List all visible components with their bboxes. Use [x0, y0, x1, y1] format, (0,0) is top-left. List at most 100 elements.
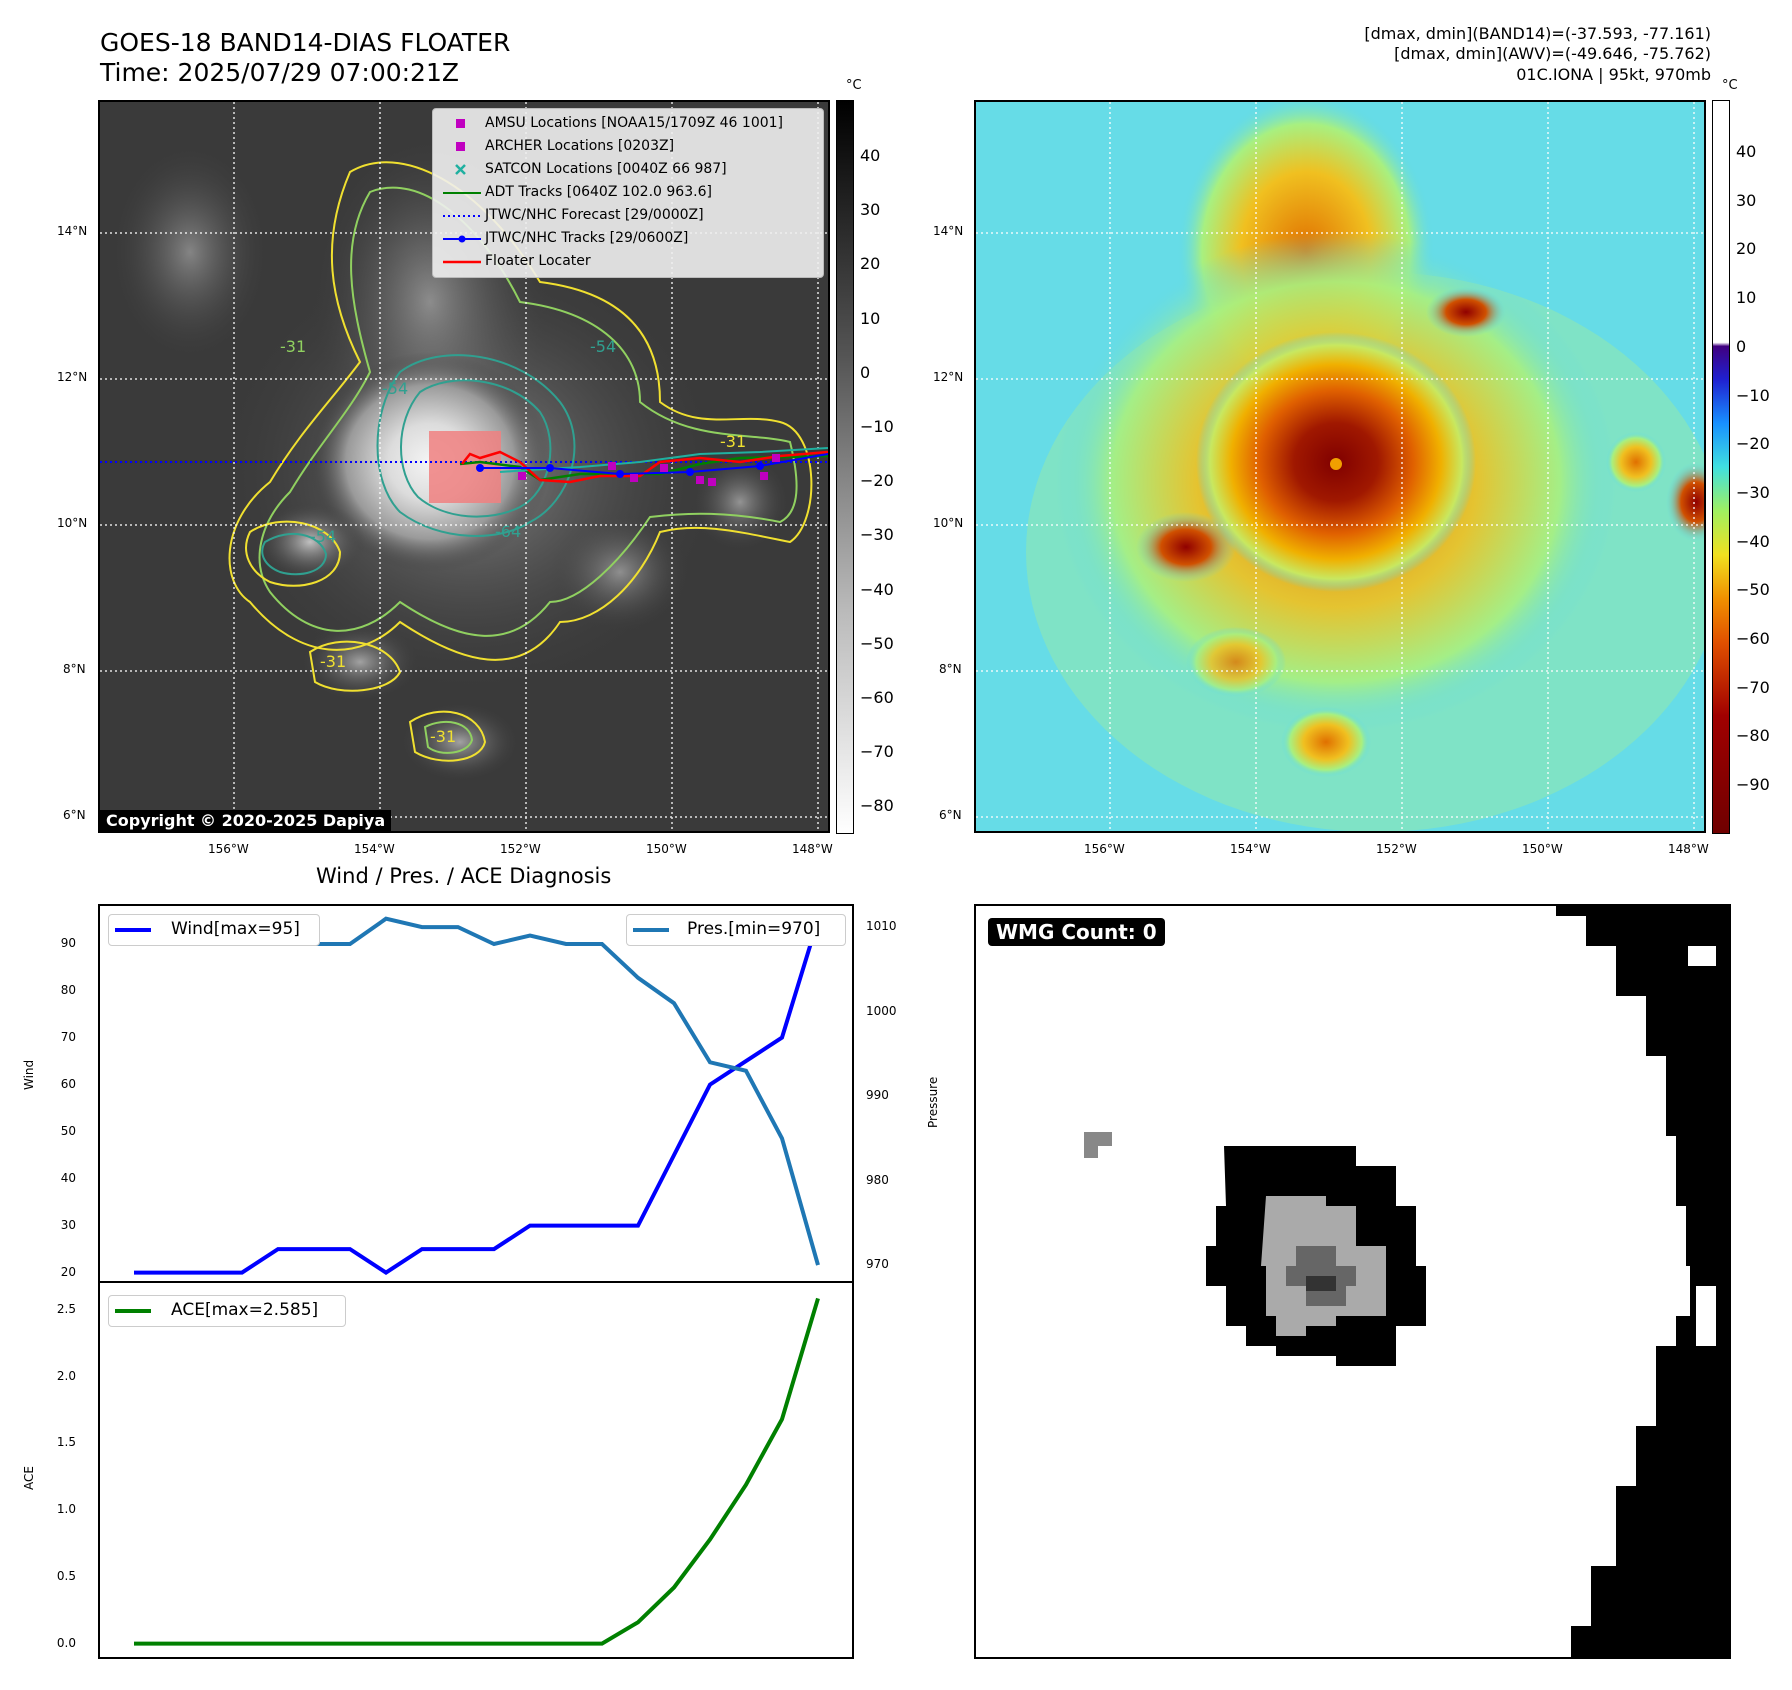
stats-line2: [dmax, dmin](AWV)=(-49.646, -75.762) — [1394, 44, 1711, 63]
enhanced-map-svg — [976, 102, 1704, 831]
axis-tick-label: 60 — [60, 1076, 76, 1091]
lon-tick: 152°W — [1376, 842, 1417, 856]
right-colorbar-unit: °C — [1722, 78, 1738, 93]
legend-item-satcon: SATCON Locations [0040Z 66 987] — [433, 159, 823, 181]
colorbar-tick: 0 — [860, 362, 871, 382]
colorbar-tick: −20 — [1736, 434, 1770, 454]
colorbar-tick: −60 — [860, 688, 894, 707]
colorbar-tick: −80 — [1736, 726, 1770, 746]
lat-tick: 10°N — [933, 516, 964, 530]
wind-legend: Wind[max=95] — [108, 914, 320, 946]
lat-tick: 14°N — [57, 224, 88, 238]
chart-title-line1: GOES-18 BAND14-DIAS FLOATER — [100, 28, 511, 57]
colorbar-tick: −60 — [1736, 629, 1770, 648]
axis-tick-label: 50 — [60, 1123, 76, 1138]
legend-item-adt: ADT Tracks [0640Z 102.0 963.6] — [443, 184, 712, 200]
jtwc-track — [480, 453, 828, 476]
contour-label: -31 — [720, 432, 746, 451]
contour-label: -54 — [590, 337, 616, 356]
archer-markers — [518, 454, 780, 486]
colorbar-tick: 20 — [860, 254, 881, 274]
wind-series-line — [134, 919, 820, 1275]
pressure-legend: Pres.[min=970] — [626, 914, 846, 946]
lat-tick: 10°N — [57, 516, 88, 530]
floater-track — [461, 450, 828, 484]
lon-tick: 148°W — [1668, 842, 1709, 856]
colorbar-tick: 30 — [1736, 190, 1757, 210]
colorbar-tick: 40 — [1736, 142, 1757, 161]
axis-tick-label: 70 — [60, 1029, 76, 1044]
axis-tick-label: 980 — [866, 1172, 889, 1187]
lat-tick: 6°N — [63, 808, 86, 822]
wind-axis-label: Wind — [22, 1059, 36, 1090]
axis-tick-label: 30 — [60, 1217, 76, 1232]
wmg-panel: WMG Count: 0 — [974, 904, 1731, 1659]
lat-tick: 8°N — [63, 662, 86, 676]
lon-tick: 156°W — [208, 842, 249, 856]
ace-panel: ACE[max=2.585] — [98, 1281, 854, 1659]
axis-tick-label: 20 — [60, 1264, 76, 1279]
colorbar-tick: 10 — [860, 308, 881, 328]
axis-tick-label: 90 — [60, 935, 76, 950]
legend-item-archer: ARCHER Locations [0203Z] — [433, 136, 823, 158]
wmg-count-badge: WMG Count: 0 — [988, 918, 1165, 946]
lat-tick: 6°N — [939, 808, 962, 822]
contour-label: -54 — [382, 379, 408, 398]
ace-axis-label: ACE — [22, 1466, 36, 1490]
lat-tick: 14°N — [933, 224, 964, 238]
wmg-image — [1084, 906, 1729, 1657]
lon-tick: 148°W — [792, 842, 833, 856]
axis-tick-label: 1000 — [866, 1003, 897, 1018]
colorbar-tick: −90 — [1736, 775, 1770, 795]
axis-tick-label: 990 — [866, 1088, 889, 1103]
contour-label: -31 — [430, 727, 456, 746]
colorbar-tick: −10 — [860, 417, 894, 436]
lat-tick: 12°N — [57, 370, 88, 384]
contour-label: -31 — [320, 652, 346, 671]
storm-eye — [1330, 458, 1342, 470]
contour-label: -64 — [495, 522, 521, 541]
colorbar-tick: −70 — [1736, 677, 1770, 697]
left-colorbar — [836, 100, 854, 834]
colorbar-tick: −30 — [860, 525, 894, 545]
legend-item-forecast: JTWC/NHC Forecast [29/0000Z] — [443, 207, 704, 223]
axis-tick-label: 1010 — [866, 919, 897, 934]
colorbar-tick: 0 — [1736, 336, 1747, 356]
colorbar-tick: −50 — [1736, 580, 1770, 600]
lon-tick: 154°W — [1230, 842, 1271, 856]
colorbar-tick: 30 — [860, 200, 881, 220]
pressure-series-line — [134, 916, 820, 1266]
contour-label: -54 — [310, 527, 336, 546]
left-colorbar-unit: °C — [846, 78, 862, 93]
colorbar-tick: −10 — [1736, 385, 1770, 405]
right-colorbar — [1712, 100, 1730, 834]
pressure-axis-label: Pressure — [926, 1076, 940, 1128]
colorbar-tick: 10 — [1736, 288, 1757, 308]
colorbar-tick: −40 — [860, 579, 894, 599]
legend-item-floater: Floater Locater — [443, 253, 591, 269]
lon-tick: 156°W — [1084, 842, 1125, 856]
copyright-badge: Copyright © 2020-2025 Dapiya — [100, 810, 392, 831]
colorbar-tick: −30 — [1736, 482, 1770, 502]
stats-line1: [dmax, dmin](BAND14)=(-37.593, -77.161) — [1364, 24, 1711, 43]
axis-tick-label: 970 — [866, 1257, 889, 1272]
chart-title-line2: Time: 2025/07/29 07:00:21Z — [100, 58, 459, 87]
axis-tick-label: 40 — [60, 1170, 76, 1185]
axis-tick-label: 80 — [60, 982, 76, 997]
lon-tick: 154°W — [354, 842, 395, 856]
colorbar-tick: 20 — [1736, 239, 1757, 259]
axis-tick-label: 1.0 — [56, 1502, 76, 1517]
colorbar-tick: −20 — [860, 471, 894, 491]
axis-tick-label: 0.0 — [56, 1635, 76, 1650]
jtwc-track-points — [476, 462, 764, 478]
lon-tick: 150°W — [646, 842, 687, 856]
legend-item-jtwc: JTWC/NHC Tracks [29/0600Z] — [433, 228, 823, 250]
axis-tick-label: 0.5 — [56, 1568, 76, 1583]
axis-tick-label: 2.0 — [56, 1368, 76, 1383]
map-legend: AMSU Locations [NOAA15/1709Z 46 1001] AR… — [432, 108, 824, 278]
colorbar-tick: 40 — [860, 146, 881, 165]
colorbar-tick: −40 — [1736, 531, 1770, 551]
stats-line3: 01C.IONA | 95kt, 970mb — [1516, 65, 1711, 84]
ace-plot — [134, 1297, 820, 1646]
wind-pressure-panel: Wind[max=95] Pres.[min=970] — [98, 904, 854, 1284]
